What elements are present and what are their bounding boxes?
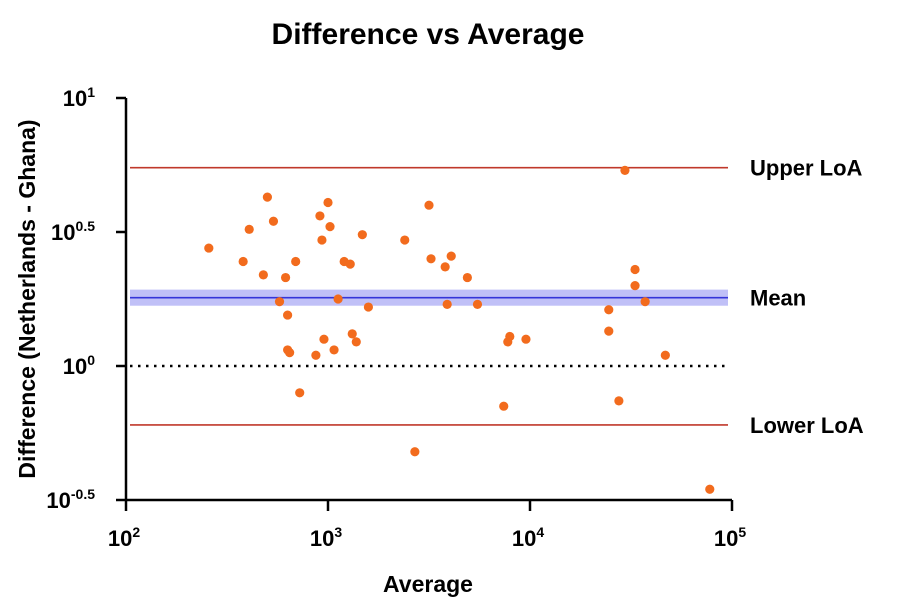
data-point [604,305,614,315]
data-point [238,256,248,267]
data-point [614,396,624,406]
data-point [640,297,650,307]
data-point [325,222,335,232]
data-point [660,350,670,360]
data-point [505,331,515,342]
upper-loa-label: Upper LoA [750,156,863,181]
mean-label: Mean [750,286,806,311]
data-point [400,235,410,245]
data-point [424,200,434,210]
data-point [329,345,339,355]
data-point [333,294,343,304]
x-tick-label: 105 [714,524,746,551]
x-tick-label: 104 [512,524,544,551]
data-point [262,192,272,202]
data-point [630,264,640,275]
data-point [317,235,327,245]
data-point [499,401,509,411]
y-tick-label: 101 [63,84,95,111]
data-point [295,388,305,398]
data-point [705,484,715,494]
y-tick-label: 100.5 [51,218,95,245]
data-point [204,243,214,253]
data-point [291,256,301,267]
lower-loa-label: Lower LoA [750,413,864,438]
data-point [319,334,329,344]
x-axis-label: Average [383,571,473,597]
data-point [347,329,357,339]
data-point [274,297,285,307]
data-point [426,254,436,264]
data-point [345,259,355,269]
data-point [462,272,472,283]
data-point [472,299,483,309]
data-point [323,197,333,208]
y-axis-label: Difference (Netherlands - Ghana) [14,119,40,478]
data-point [315,211,325,221]
y-tick-label: 10-0.5 [46,486,95,513]
data-point [620,165,630,175]
y-tick-label: 100 [63,352,95,379]
data-point [446,251,456,261]
x-tick-label: 102 [108,524,140,551]
data-point [521,334,531,344]
data-point [357,230,367,240]
chart-title: Difference vs Average [272,18,585,51]
data-point [442,299,452,309]
data-point [268,216,279,226]
data-point [440,262,450,272]
data-point [258,270,268,280]
data-point [283,310,293,320]
x-tick-label: 103 [310,524,342,551]
x-axis-ticks: 102 103 104 105 [108,500,746,551]
data-point [604,326,614,336]
data-points [204,165,715,494]
data-point [285,348,295,358]
data-point [630,281,640,291]
data-point [351,337,361,347]
data-point [244,224,254,234]
y-axis-ticks: 101 100.5 100 10-0.5 [46,84,126,513]
data-point [363,302,373,312]
data-point [280,272,291,283]
data-point [311,350,321,360]
reference-line-labels: Upper LoA Mean Lower LoA [750,156,864,438]
data-point [410,447,420,457]
